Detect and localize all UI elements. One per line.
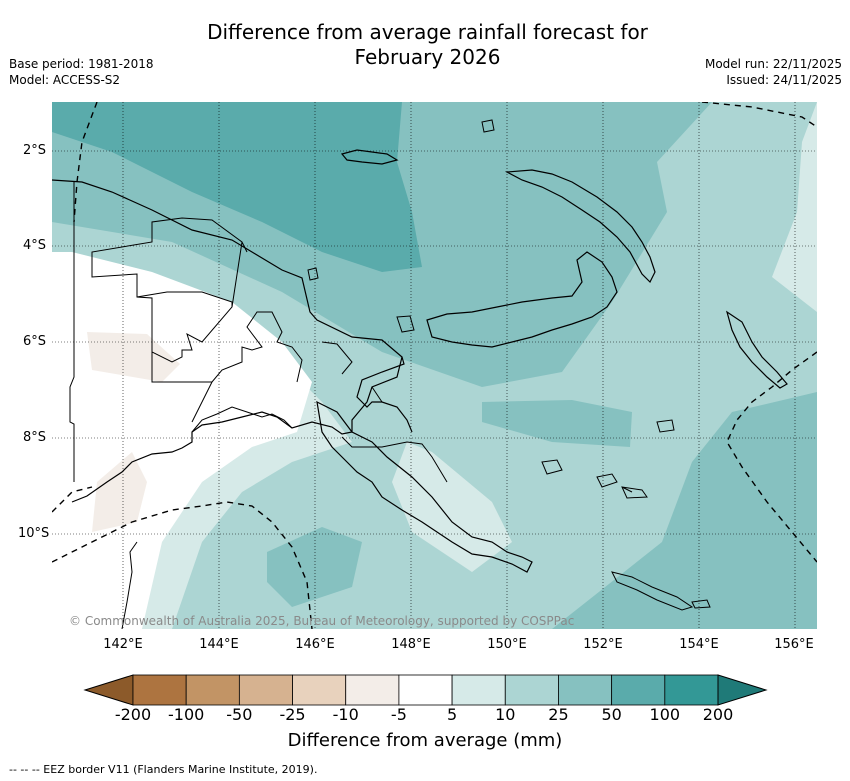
colorbar-cell [504,674,559,706]
coastline-small-islands [307,119,711,609]
map-canvas [52,102,817,629]
colorbar-cell [664,674,719,706]
colorbar-svg [83,674,768,706]
coastline-bougainville [725,310,788,389]
lat-label-10s: 10°S [18,526,50,541]
coastline-north-coast [356,356,413,433]
lon-label-152: 152°E [583,637,623,652]
colorbar-tick-label: -5 [390,705,407,724]
colorbar-tick-label: 100 [649,705,681,724]
shade-dry-patch1 [87,332,180,382]
colorbar-cell [558,674,613,706]
colorbar-tick-label: 25 [548,705,569,724]
shade-5-10-east [772,102,817,312]
colorbar-tick-label: 5 [446,705,458,724]
colorbar-tick-label: -50 [226,705,253,724]
colorbar-extend-high [717,674,768,706]
issued-date: Issued: 24/11/2025 [726,73,842,87]
eez-border-west [73,102,98,223]
colorbar-tick-label: -100 [168,705,205,724]
colorbar-cell [238,674,293,706]
shade-50-100-north [52,102,422,272]
model-run: Model run: 22/11/2025 [704,57,842,71]
eez-border-northeast [701,102,817,128]
shade-25-50-patch2 [267,527,362,607]
international-border [69,182,75,482]
map-title: Difference from average rainfall forecas… [180,20,675,70]
colorbar-cell [292,674,347,706]
province-borders [91,217,448,483]
rainfall-map [52,102,817,629]
coastline-manus [340,149,399,165]
base-period: Base period: 1981-2018 [9,57,154,71]
colorbar-tick-label: -25 [279,705,306,724]
meta-left: Base period: 1981-2018 Model: ACCESS-S2 [9,56,154,88]
colorbar [80,672,780,708]
eez-border-east [726,351,817,563]
copyright-notice: © Commonwealth of Australia 2025, Bureau… [69,614,575,628]
colorbar-cell [451,674,506,706]
meta-right: Model run: 22/11/2025 Issued: 24/11/2025 [705,56,842,88]
lat-label-4s: 4°S [22,238,46,253]
map-title-line1: Difference from average rainfall forecas… [207,20,648,44]
colorbar-tick-label: 10 [495,705,516,724]
lon-label-146: 146°E [295,637,335,652]
coastline-papuan-peninsula [316,400,533,573]
colorbar-tick-label: 200 [702,705,734,724]
lon-label-144: 144°E [199,637,239,652]
coastline-new-guinea [52,179,403,503]
eez-footnote: -- -- -- EEZ border V11 (Flanders Marine… [9,763,318,776]
coastline-islands-se [541,459,694,611]
map-title-line2: February 2026 [354,45,501,69]
coastline-new-britain [426,251,618,348]
coastline-new-ireland [504,169,656,284]
colorbar-cell [132,674,187,706]
shade-25-50-southeast [552,392,817,629]
colorbar-tick-label: -200 [114,705,152,724]
colorbar-cell [611,674,666,706]
colorbar-tick-label: -10 [332,705,359,724]
lat-label-2s: 2°S [22,143,46,158]
model-name: Model: ACCESS-S2 [9,73,121,87]
lon-label-150: 150°E [487,637,527,652]
lon-label-148: 148°E [391,637,431,652]
lon-label-154: 154°E [679,637,719,652]
colorbar-cell [185,674,240,706]
lon-label-142: 142°E [103,637,143,652]
shade-dry-patch2 [92,452,147,532]
coastline-gulf-of-papua [191,406,293,433]
shade-25-50-patch1 [482,400,632,447]
colorbar-extend-low [83,674,134,706]
lat-label-8s: 8°S [22,430,46,445]
colorbar-tick-label: 50 [601,705,622,724]
lat-label-6s: 6°S [22,334,46,349]
gridlines [52,102,817,629]
colorbar-cells [132,674,719,706]
colorbar-cell [398,674,453,706]
colorbar-cell [345,674,400,706]
coastline-cape-york [121,541,138,629]
colorbar-title: Difference from average (mm) [287,730,563,751]
lon-label-156: 156°E [774,637,814,652]
